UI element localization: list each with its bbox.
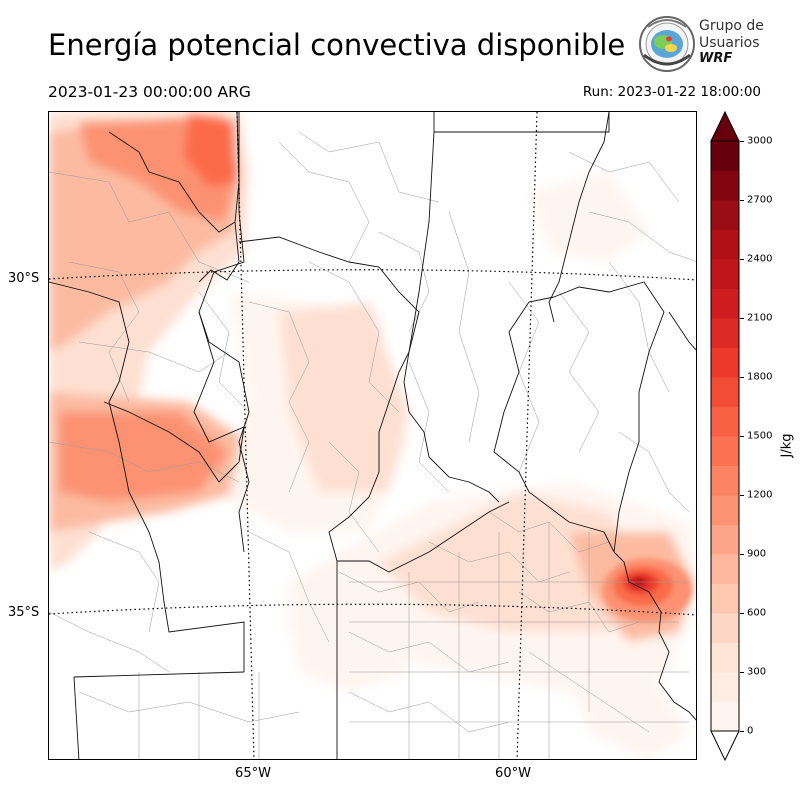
colorbar-tick-mark xyxy=(740,613,744,614)
colorbar-band xyxy=(711,642,739,673)
colorbar-band xyxy=(711,701,739,732)
lat-label-35s: 35°S xyxy=(8,605,40,620)
colorbar-band xyxy=(711,583,739,614)
colorbar-frame xyxy=(710,140,740,732)
cape-region-north-core xyxy=(184,112,237,187)
colorbar-tick-label: 2100 xyxy=(747,312,773,324)
colorbar-band xyxy=(711,672,739,702)
colorbar-band xyxy=(711,524,739,555)
colorbar-tick-label: 1200 xyxy=(747,489,773,501)
colorbar-tick-mark xyxy=(740,495,744,496)
department-borders xyxy=(49,131,696,759)
colorbar-band xyxy=(711,200,739,230)
cape-map xyxy=(49,112,696,759)
colorbar-tick-label: 3000 xyxy=(747,135,773,147)
colorbar-tick-label: 1800 xyxy=(747,371,773,383)
graticule xyxy=(49,112,696,759)
colorbar-tick-mark xyxy=(740,554,744,555)
colorbar-bands xyxy=(711,141,739,732)
colorbar-band xyxy=(711,259,739,289)
colorbar-tick-label: 300 xyxy=(747,666,767,678)
lat-label-30s: 30°S xyxy=(8,271,40,286)
colorbar-band xyxy=(711,495,739,525)
colorbar-unit: J/kg xyxy=(779,433,795,458)
cape-region-north-east xyxy=(529,172,649,262)
colorbar-tick-label: 2400 xyxy=(747,253,773,265)
colorbar-band xyxy=(711,613,739,643)
logo-line-3: WRF xyxy=(699,51,733,66)
run-time: Run: 2023-01-22 18:00:00 xyxy=(582,84,761,100)
meridian-65w xyxy=(236,112,255,759)
colorbar-band xyxy=(711,347,739,378)
colorbar-extend-max xyxy=(710,111,740,142)
colorbar-band xyxy=(711,288,739,319)
province-borders xyxy=(49,112,696,759)
colorbar-band xyxy=(711,406,739,437)
colorbar-tick-label: 2700 xyxy=(747,194,773,206)
cape-region-buenos-aires xyxy=(379,492,649,632)
colorbar xyxy=(710,111,740,761)
colorbar-band xyxy=(711,170,739,201)
colorbar-tick-label: 1500 xyxy=(747,430,773,442)
logo-line-2: Usuarios xyxy=(699,35,760,51)
colorbar-tick-mark xyxy=(740,318,744,319)
seal-icon xyxy=(639,16,695,72)
colorbar-tick-mark xyxy=(740,436,744,437)
parallel-35s xyxy=(49,603,696,616)
colorbar-tick-label: 900 xyxy=(747,548,767,560)
cape-field xyxy=(49,112,696,759)
colorbar-tick-label: 600 xyxy=(747,607,767,619)
colorbar-band xyxy=(711,465,739,496)
cape-region-southwest xyxy=(289,622,409,692)
valid-time: 2023-01-23 00:00:00 ARG xyxy=(48,83,251,101)
colorbar-tick-mark xyxy=(740,672,744,673)
colorbar-tick-mark xyxy=(740,377,744,378)
colorbar-band xyxy=(711,436,739,466)
colorbar-tick-label: 0 xyxy=(747,725,754,737)
lon-label-60w: 60°W xyxy=(495,766,531,781)
colorbar-extend-min xyxy=(710,730,740,761)
colorbar-band xyxy=(711,318,739,348)
colorbar-band xyxy=(711,554,739,584)
colorbar-band xyxy=(711,377,739,407)
cape-maximum xyxy=(602,558,692,622)
colorbar-band xyxy=(711,229,739,260)
cape-region-west-central-core xyxy=(59,412,229,502)
colorbar-band xyxy=(711,141,739,171)
map-panel xyxy=(48,111,697,760)
colorbar-tick-mark xyxy=(740,141,744,142)
meridian-60w xyxy=(516,112,538,759)
parallel-30s xyxy=(49,269,696,281)
group-logo: Grupo de Usuarios WRF xyxy=(638,15,783,73)
colorbar-tick-mark xyxy=(740,731,744,732)
cape-region-central-band xyxy=(279,302,409,492)
colorbar-tick-mark xyxy=(740,200,744,201)
lon-label-65w: 65°W xyxy=(235,766,271,781)
colorbar-tick-mark xyxy=(740,259,744,260)
map-title: Energía potencial convectiva disponible xyxy=(48,28,626,62)
logo-line-1: Grupo de xyxy=(699,18,764,34)
cape-region-south-coast xyxy=(569,672,689,759)
